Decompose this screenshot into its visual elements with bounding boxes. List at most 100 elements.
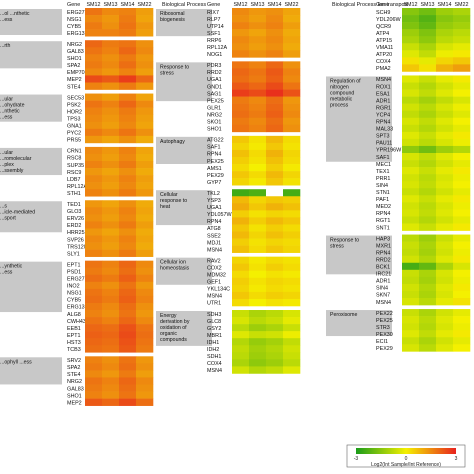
gene-label: RPL12A — [207, 45, 227, 51]
heatmap-cell — [283, 135, 301, 144]
heatmap-cell — [266, 15, 284, 23]
heatmap-cell — [249, 317, 267, 325]
gene-label: MSN4 — [376, 300, 391, 306]
heatmap-cell — [85, 214, 103, 222]
heatmap-cell — [136, 338, 154, 346]
gene-label: ALG8 — [67, 312, 81, 318]
gene-label: STH1 — [67, 191, 81, 197]
heatmap-cell — [85, 22, 103, 30]
group-box — [156, 311, 212, 346]
heatmap-cell — [85, 228, 103, 236]
heatmap-cell — [102, 75, 120, 83]
heatmap-cell — [136, 168, 154, 176]
heatmap-cell — [119, 100, 137, 108]
heatmap-cell — [85, 281, 103, 290]
gene-label: HOR2 — [67, 109, 82, 115]
heatmap-cell — [453, 145, 471, 154]
heatmap-cell — [232, 43, 250, 51]
heatmap-cell — [436, 195, 454, 203]
heatmap-cell — [266, 317, 284, 325]
column-label: SM13 — [250, 2, 264, 8]
gene-label: GLR1 — [207, 105, 221, 111]
heatmap-cell — [402, 22, 420, 30]
header-gene-label: Gene — [376, 2, 389, 8]
heatmap-cell — [419, 22, 437, 30]
heatmap-cell — [453, 255, 471, 264]
gene-label: PEX22 — [376, 311, 393, 317]
gene-label: RIX7 — [207, 10, 219, 16]
column-label: SM13 — [420, 2, 434, 8]
heatmap-cell — [85, 242, 103, 250]
process-group: ...ynthetic...essEPT1PSD1ERG27INO2NSG1CY… — [0, 260, 154, 353]
heatmap-cell — [402, 337, 420, 345]
heatmap-cell — [85, 161, 103, 169]
heatmap-cell — [402, 145, 420, 154]
gene-label: GNA1 — [67, 124, 82, 130]
heatmap-cell — [266, 331, 284, 339]
heatmap-cell — [419, 202, 437, 210]
heatmap-cell — [119, 54, 137, 62]
heatmap-cell — [136, 54, 154, 62]
gene-label: SSE2 — [207, 233, 221, 239]
gene-label: VMA11 — [376, 45, 393, 51]
heatmap-cell — [119, 356, 137, 364]
heatmap-cell — [283, 110, 301, 119]
heatmap-cell — [136, 345, 154, 353]
heatmap-cell — [283, 89, 301, 97]
process-group: ...s...icle-mediated...sport TED1GLO3ERV2… — [0, 200, 154, 257]
group-box — [0, 9, 62, 35]
heatmap-cell — [402, 181, 420, 189]
heatmap-cell — [102, 317, 120, 325]
heatmap-cell — [249, 157, 267, 165]
group-box — [0, 261, 62, 313]
heatmap-cell — [249, 331, 267, 339]
heatmap-cell — [436, 15, 454, 23]
gene-label: PAF1 — [376, 197, 389, 203]
gene-label: MEC1 — [376, 162, 391, 168]
heatmap-cell — [283, 22, 301, 30]
gene-label: GLC8 — [207, 319, 221, 325]
heatmap-cell — [436, 248, 454, 256]
heatmap-cell — [249, 61, 267, 69]
gene-label: SPA2 — [67, 63, 80, 69]
heatmap-cell — [232, 149, 250, 158]
gene-label: NRG2 — [207, 112, 222, 118]
heatmap-cell — [402, 103, 420, 111]
heatmap-cell — [453, 269, 471, 278]
heatmap-cell — [436, 209, 454, 217]
heatmap-cell — [85, 168, 103, 176]
gene-label: SDH3 — [207, 312, 221, 318]
heatmap-cell — [136, 235, 154, 243]
gene-label: RPL12A — [67, 184, 87, 190]
heatmap-panels: Gene SM12 SM13 SM14 SM22...ol ...nthetic...e… — [0, 2, 471, 406]
heatmap-cell — [119, 398, 137, 406]
gene-label: MXR1 — [376, 243, 391, 249]
heatmap-cell — [283, 238, 301, 246]
gene-label: SAG1 — [207, 91, 221, 97]
gene-label: RRD2 — [207, 70, 222, 76]
heatmap-cell — [266, 196, 284, 204]
column-label: SM12 — [403, 2, 417, 8]
group-label: Response to — [160, 64, 189, 70]
heatmap-cell — [402, 344, 420, 352]
heatmap-cell — [283, 8, 301, 16]
heatmap-cell — [136, 121, 154, 130]
heatmap-cell — [453, 8, 471, 16]
process-group: SCH9YDL206WQCR9ATP4ATP15VMA11ATP20COX4PM… — [376, 8, 471, 72]
heatmap-cell — [102, 93, 120, 101]
heatmap-cell — [266, 324, 284, 332]
gene-label: PDR3 — [207, 63, 221, 69]
heatmap-cell — [283, 270, 301, 279]
heatmap-cell — [102, 281, 120, 290]
heatmap-cell — [419, 209, 437, 217]
heatmap-cell — [453, 316, 471, 324]
gene-label: RAV2 — [207, 258, 221, 264]
gene-label: ERG13 — [67, 31, 85, 37]
heatmap-cell — [136, 324, 154, 332]
heatmap-cell — [85, 391, 103, 399]
gene-label: HAP3 — [376, 236, 390, 242]
heatmap-cell — [453, 138, 471, 147]
heatmap-cell — [232, 245, 250, 253]
heatmap-cell — [85, 61, 103, 69]
